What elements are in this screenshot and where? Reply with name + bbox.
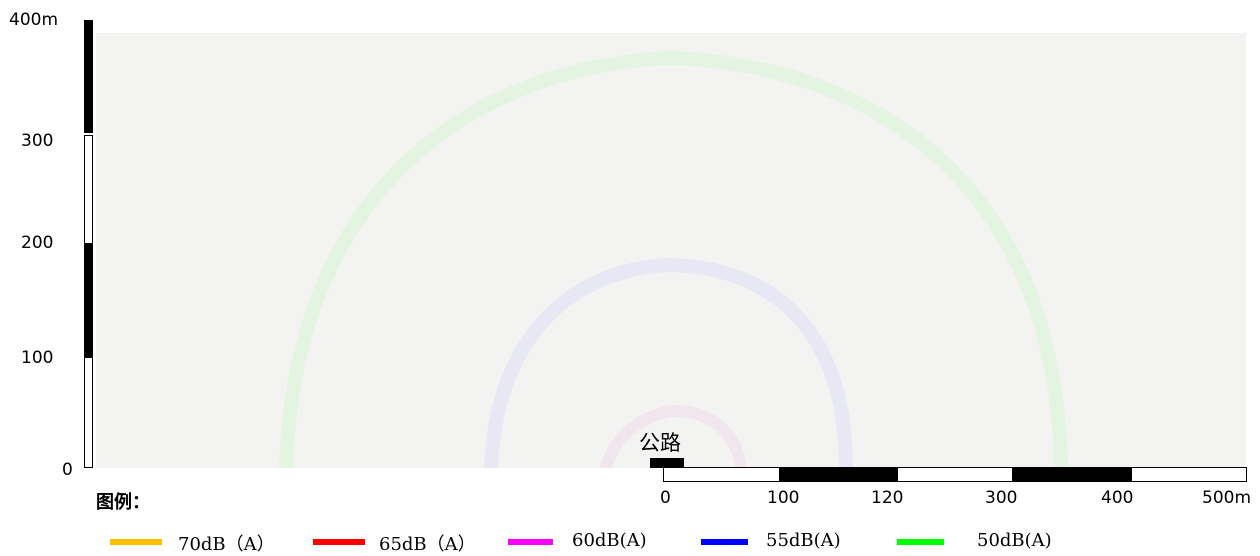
x-scale-segment — [1131, 467, 1247, 482]
y-scale-segment — [84, 135, 93, 244]
x-scale-segment — [897, 467, 1013, 482]
legend-label: 70dB（A） — [178, 534, 275, 555]
y-tick-label: 100 — [21, 348, 54, 368]
y-tick-label: 400m — [9, 10, 59, 30]
contour-60db — [600, 404, 747, 468]
noise-map — [96, 33, 1246, 468]
legend-label: 60dB(A) — [572, 530, 647, 551]
road-marker — [650, 458, 684, 468]
legend-swatch — [313, 539, 365, 545]
x-tick-label: 0 — [660, 488, 671, 508]
x-tick-label: 300 — [985, 488, 1018, 508]
contour-55db — [484, 257, 853, 468]
legend-swatch — [508, 539, 553, 545]
x-tick-label: 100 — [767, 488, 800, 508]
y-tick-label: 200 — [21, 233, 54, 253]
y-tick-label: 0 — [62, 460, 73, 480]
legend-label: 55dB(A) — [766, 530, 841, 551]
x-scale-segment — [780, 467, 897, 482]
y-scale-segment — [84, 357, 93, 468]
x-tick-label: 120 — [871, 488, 904, 508]
legend-label: 65dB（A） — [379, 534, 476, 555]
y-scale-segment — [84, 20, 93, 133]
legend-title: 图例： — [96, 492, 150, 513]
contour-50db — [279, 50, 1068, 468]
x-tick-label: 500m — [1202, 488, 1252, 508]
road-label: 公路 — [639, 431, 681, 455]
legend-label: 50dB(A) — [977, 530, 1052, 551]
legend-swatch — [897, 539, 944, 545]
legend-swatch — [701, 539, 748, 545]
contour-canvas — [279, 50, 1068, 468]
x-scale-segment — [1013, 467, 1131, 482]
y-scale-segment — [84, 244, 93, 357]
x-tick-label: 400 — [1101, 488, 1134, 508]
y-tick-label: 300 — [21, 131, 54, 151]
legend-swatch — [110, 539, 162, 545]
x-scale-segment — [663, 467, 780, 482]
